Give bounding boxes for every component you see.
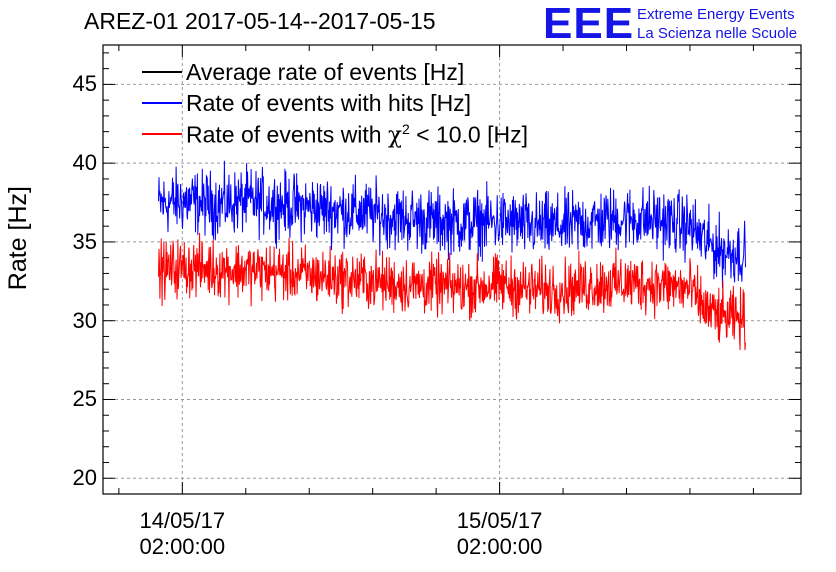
x-tick-date: 15/05/17	[456, 508, 543, 533]
legend-entry-average: Average rate of events [Hz]	[186, 59, 465, 85]
chart-title: AREZ-01 2017-05-14--2017-05-15	[84, 8, 436, 34]
axis-ticks	[103, 45, 801, 495]
legend-swatches	[142, 71, 182, 135]
x-tick-time: 02:00:00	[139, 534, 226, 559]
y-axis-label: Rate [Hz]	[4, 186, 32, 291]
legend-chi2-symbol: χ	[388, 122, 402, 149]
y-tick-label: 20	[72, 465, 97, 491]
y-tick-label: 40	[72, 150, 97, 176]
eee-logo: EEE	[543, 0, 635, 48]
logo-line-2: La Scienza nelle Scuole	[637, 25, 798, 42]
y-tick-label: 35	[72, 228, 97, 254]
legend-entry-chi2: Rate of events with χ2 < 10.0 [Hz]	[186, 121, 528, 149]
series-line	[158, 232, 746, 351]
legend-entry-hits: Rate of events with hits [Hz]	[186, 90, 472, 116]
y-tick-label: 30	[72, 307, 97, 333]
y-tick-label: 45	[72, 71, 97, 97]
legend-chi2-suffix: < 10.0 [Hz]	[409, 121, 528, 148]
x-tick-time: 02:00:00	[456, 534, 543, 559]
plot-frame	[102, 44, 802, 495]
legend-chi2-prefix: Rate of events with	[186, 121, 388, 148]
x-tick-label: 15/05/17 02:00:00	[430, 508, 570, 560]
legend-chi2-superscript: 2	[401, 121, 410, 137]
logo-line-1: Extreme Energy Events	[637, 6, 795, 23]
series-line	[158, 160, 746, 289]
y-tick-label: 25	[72, 386, 97, 412]
x-tick-label: 14/05/17 02:00:00	[112, 508, 252, 560]
series-layer	[158, 160, 746, 351]
x-tick-date: 14/05/17	[139, 508, 226, 533]
